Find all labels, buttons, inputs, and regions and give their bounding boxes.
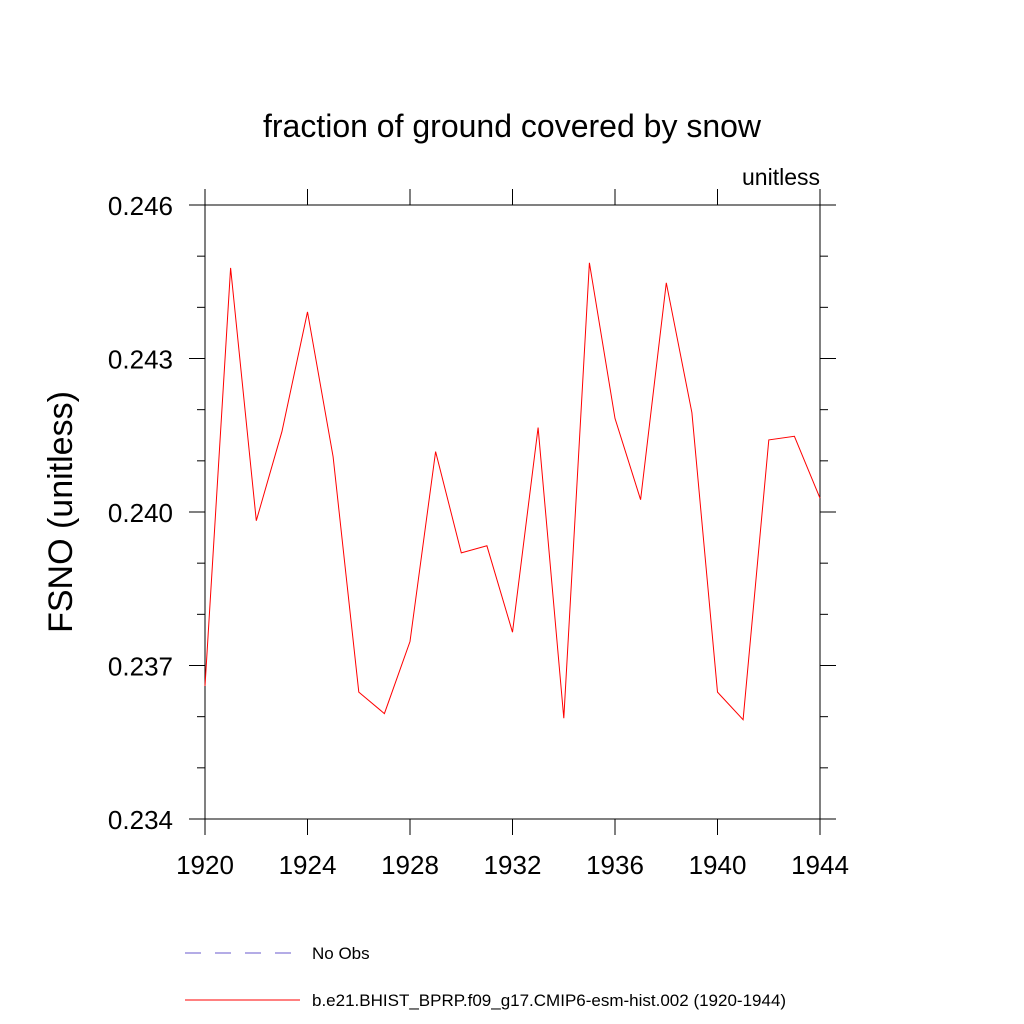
chart-title: fraction of ground covered by snow	[263, 108, 762, 144]
series-layer	[204, 262, 821, 721]
y-axis-label: FSNO (unitless)	[42, 391, 80, 633]
y-tick-label: 0.246	[108, 191, 173, 221]
y-tick-label: 0.240	[108, 498, 173, 528]
x-tick-label: 1924	[279, 850, 337, 880]
plot-frame	[204, 204, 821, 820]
x-tick-label: 1940	[689, 850, 747, 880]
y-tick-label: 0.243	[108, 345, 173, 375]
x-axis: 1920 1924 1928 1932 1936 1940 1944	[176, 189, 849, 880]
legend-label-model: b.e21.BHIST_BPRP.f09_g17.CMIP6-esm-hist.…	[312, 991, 786, 1010]
legend: No Obs b.e21.BHIST_BPRP.f09_g17.CMIP6-es…	[185, 944, 786, 1010]
legend-label-no-obs: No Obs	[312, 944, 370, 963]
y-tick-label: 0.234	[108, 805, 173, 835]
y-axis: 0.234 0.237 0.240 0.243 0.246	[108, 191, 836, 835]
x-tick-label: 1928	[381, 850, 439, 880]
x-tick-label: 1920	[176, 850, 234, 880]
units-label: unitless	[742, 164, 820, 190]
x-tick-label: 1932	[484, 850, 542, 880]
x-tick-label: 1944	[791, 850, 849, 880]
y-tick-label: 0.237	[108, 652, 173, 682]
series-line	[204, 262, 821, 721]
x-tick-label: 1936	[586, 850, 644, 880]
